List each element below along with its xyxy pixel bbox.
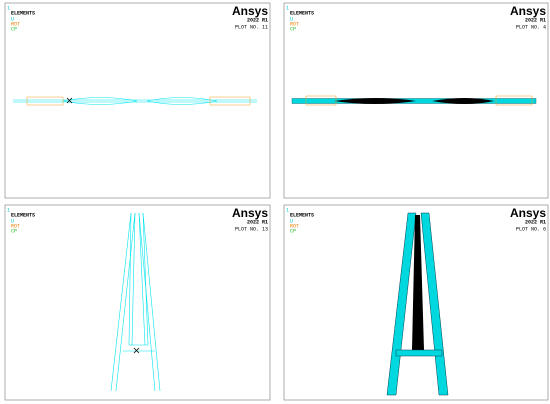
version: 2022 R1 xyxy=(525,17,546,23)
cables xyxy=(412,215,424,350)
legend-item: CP xyxy=(290,228,296,234)
plot-title: ELEMENTS xyxy=(290,10,314,16)
window-number: 1 xyxy=(286,207,289,213)
version: 2022 R1 xyxy=(247,219,268,225)
plot-number: PLOT NO. 6 xyxy=(516,226,546,232)
tower-model xyxy=(386,212,449,396)
beam-model xyxy=(291,95,537,106)
plot-title: ELEMENTS xyxy=(11,212,35,218)
origin-marker xyxy=(66,97,73,104)
brand-logo: Ansys xyxy=(510,206,546,220)
legend-item: ROT xyxy=(290,21,299,27)
brand-logo: Ansys xyxy=(232,206,268,220)
brand-logo: Ansys xyxy=(232,4,268,18)
legend-item: CP xyxy=(11,228,17,234)
tower-leg xyxy=(386,212,417,396)
cable-lens xyxy=(62,97,138,105)
version: 2022 R1 xyxy=(247,17,268,23)
plot-number: PLOT NO. 11 xyxy=(235,24,268,30)
legend-item: ROT xyxy=(11,21,20,27)
legend-item: U xyxy=(290,16,293,22)
window-number: 1 xyxy=(286,5,289,11)
plot-title: ELEMENTS xyxy=(11,10,35,16)
window-number: 1 xyxy=(7,5,10,11)
brand-logo: Ansys xyxy=(510,4,546,18)
cables xyxy=(123,212,155,352)
cable-lens xyxy=(432,98,494,104)
tower-legs xyxy=(110,212,161,392)
legend-item: U xyxy=(290,218,293,224)
legend-item: ROT xyxy=(290,223,299,229)
support-markers xyxy=(305,95,533,106)
tower-leg xyxy=(420,212,449,396)
legend-item: CP xyxy=(11,26,17,32)
legend-item: U xyxy=(11,218,14,224)
version: 2022 R1 xyxy=(525,219,546,225)
window-number: 1 xyxy=(7,207,10,213)
legend-item: U xyxy=(11,16,14,22)
beam-model xyxy=(13,96,257,106)
crossbeam xyxy=(395,349,443,357)
legend-item: ROT xyxy=(11,223,20,229)
plot-number: PLOT NO. 4 xyxy=(516,24,546,30)
panel-frame xyxy=(4,204,271,401)
legend-item: CP xyxy=(290,26,296,32)
cable-lens xyxy=(334,98,416,104)
plot-number: PLOT NO. 13 xyxy=(235,226,268,232)
tower-model xyxy=(110,212,161,392)
cable-lens xyxy=(146,97,218,105)
panel-frame xyxy=(4,2,271,199)
origin-marker xyxy=(133,347,140,354)
support-markers xyxy=(26,96,251,106)
plot-title: ELEMENTS xyxy=(290,212,314,218)
